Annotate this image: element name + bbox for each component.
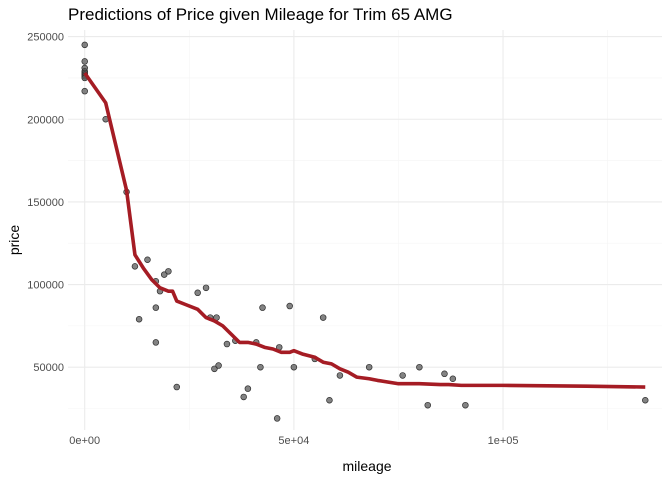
data-point [152, 304, 160, 311]
prediction-line [83, 71, 646, 389]
data-point [326, 396, 333, 404]
data-point [215, 362, 222, 369]
data-point [135, 316, 143, 323]
data-point [194, 289, 201, 297]
data-point [257, 363, 264, 371]
x-tick-label: 1e+05 [488, 435, 519, 447]
grid-layer [68, 30, 662, 430]
data-point [240, 393, 247, 401]
data-point [202, 284, 210, 292]
data-point [319, 314, 327, 321]
x-axis-title: mileage [342, 458, 391, 474]
data-point [173, 383, 181, 391]
data-point [211, 365, 218, 373]
data-point [81, 58, 88, 65]
data-point [462, 401, 469, 409]
data-point [81, 87, 88, 95]
data-point [273, 415, 281, 422]
tick-layer: 50000 100000 150000 200000 250000 0e+00 5e+04 1… [27, 32, 518, 447]
data-point [165, 268, 172, 275]
chart-title: Predictions of Price given Mileage for T… [68, 5, 453, 24]
data-point [152, 339, 160, 346]
data-point [416, 363, 423, 371]
data-point [424, 401, 431, 409]
y-tick-label: 200000 [27, 114, 64, 126]
y-tick-label: 100000 [27, 280, 64, 292]
data-point [642, 396, 649, 404]
line-layer [83, 71, 646, 389]
data-point [290, 363, 298, 371]
data-point [441, 370, 448, 378]
data-point [259, 304, 266, 311]
data-point [144, 256, 151, 264]
points-layer [81, 41, 649, 422]
data-point [131, 263, 139, 270]
data-point [336, 372, 344, 379]
data-point [160, 271, 168, 278]
data-point [286, 302, 293, 310]
data-point [449, 375, 457, 383]
y-tick-label: 250000 [27, 32, 64, 44]
x-tick-label: 0e+00 [69, 435, 100, 447]
data-point [81, 41, 88, 49]
y-tick-label: 150000 [27, 197, 64, 209]
data-point [399, 372, 406, 379]
data-point [365, 363, 373, 371]
y-axis-title: price [6, 225, 22, 256]
y-tick-label: 50000 [33, 362, 64, 374]
x-tick-label: 5e+04 [278, 435, 309, 447]
data-point [244, 385, 252, 392]
data-point [223, 340, 231, 348]
